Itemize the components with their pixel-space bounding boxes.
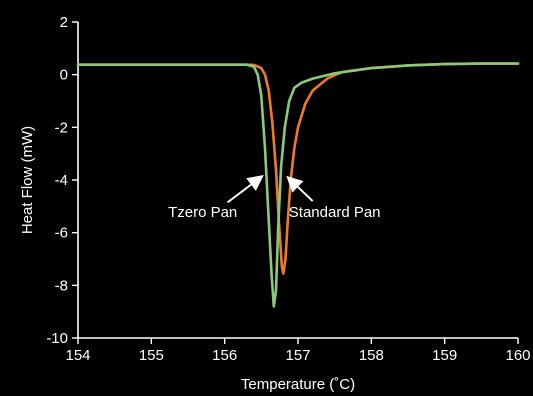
x-tick-label: 157 <box>285 347 310 364</box>
series-layer <box>76 62 520 308</box>
series-line-0 <box>76 62 520 275</box>
annotation-layer: Tzero Pan Standard Pan <box>168 174 381 221</box>
series-line-1 <box>76 62 520 308</box>
x-tick-label: 155 <box>139 347 164 364</box>
x-axis-label: Temperature (˚C) <box>241 376 355 393</box>
annotation-arrow-0 <box>226 174 264 204</box>
y-tick-label: 2 <box>60 14 68 31</box>
x-tick-label: 156 <box>212 347 237 364</box>
y-tick-label: -2 <box>55 119 68 136</box>
y-tick-label: -8 <box>55 277 68 294</box>
y-tick-label: -4 <box>55 172 68 189</box>
y-axis-label: Heat Flow (mW) <box>19 126 36 234</box>
y-tick-label: 0 <box>60 67 68 84</box>
y-tick-label: -10 <box>46 330 68 347</box>
x-tick-label: 160 <box>505 347 530 364</box>
x-tick-label: 159 <box>432 347 457 364</box>
x-tick-label: 158 <box>359 347 384 364</box>
y-tick-label: -6 <box>55 225 68 242</box>
axes: 154 155 156 157 158 159 160 2 0 -2 -4 -6 -8 -10 <box>46 14 530 364</box>
x-tick-label: 154 <box>65 347 90 364</box>
annotation-arrow-1 <box>286 175 314 202</box>
annotation-label-0: Tzero Pan <box>168 204 237 221</box>
annotation-label-1: Standard Pan <box>289 204 381 221</box>
